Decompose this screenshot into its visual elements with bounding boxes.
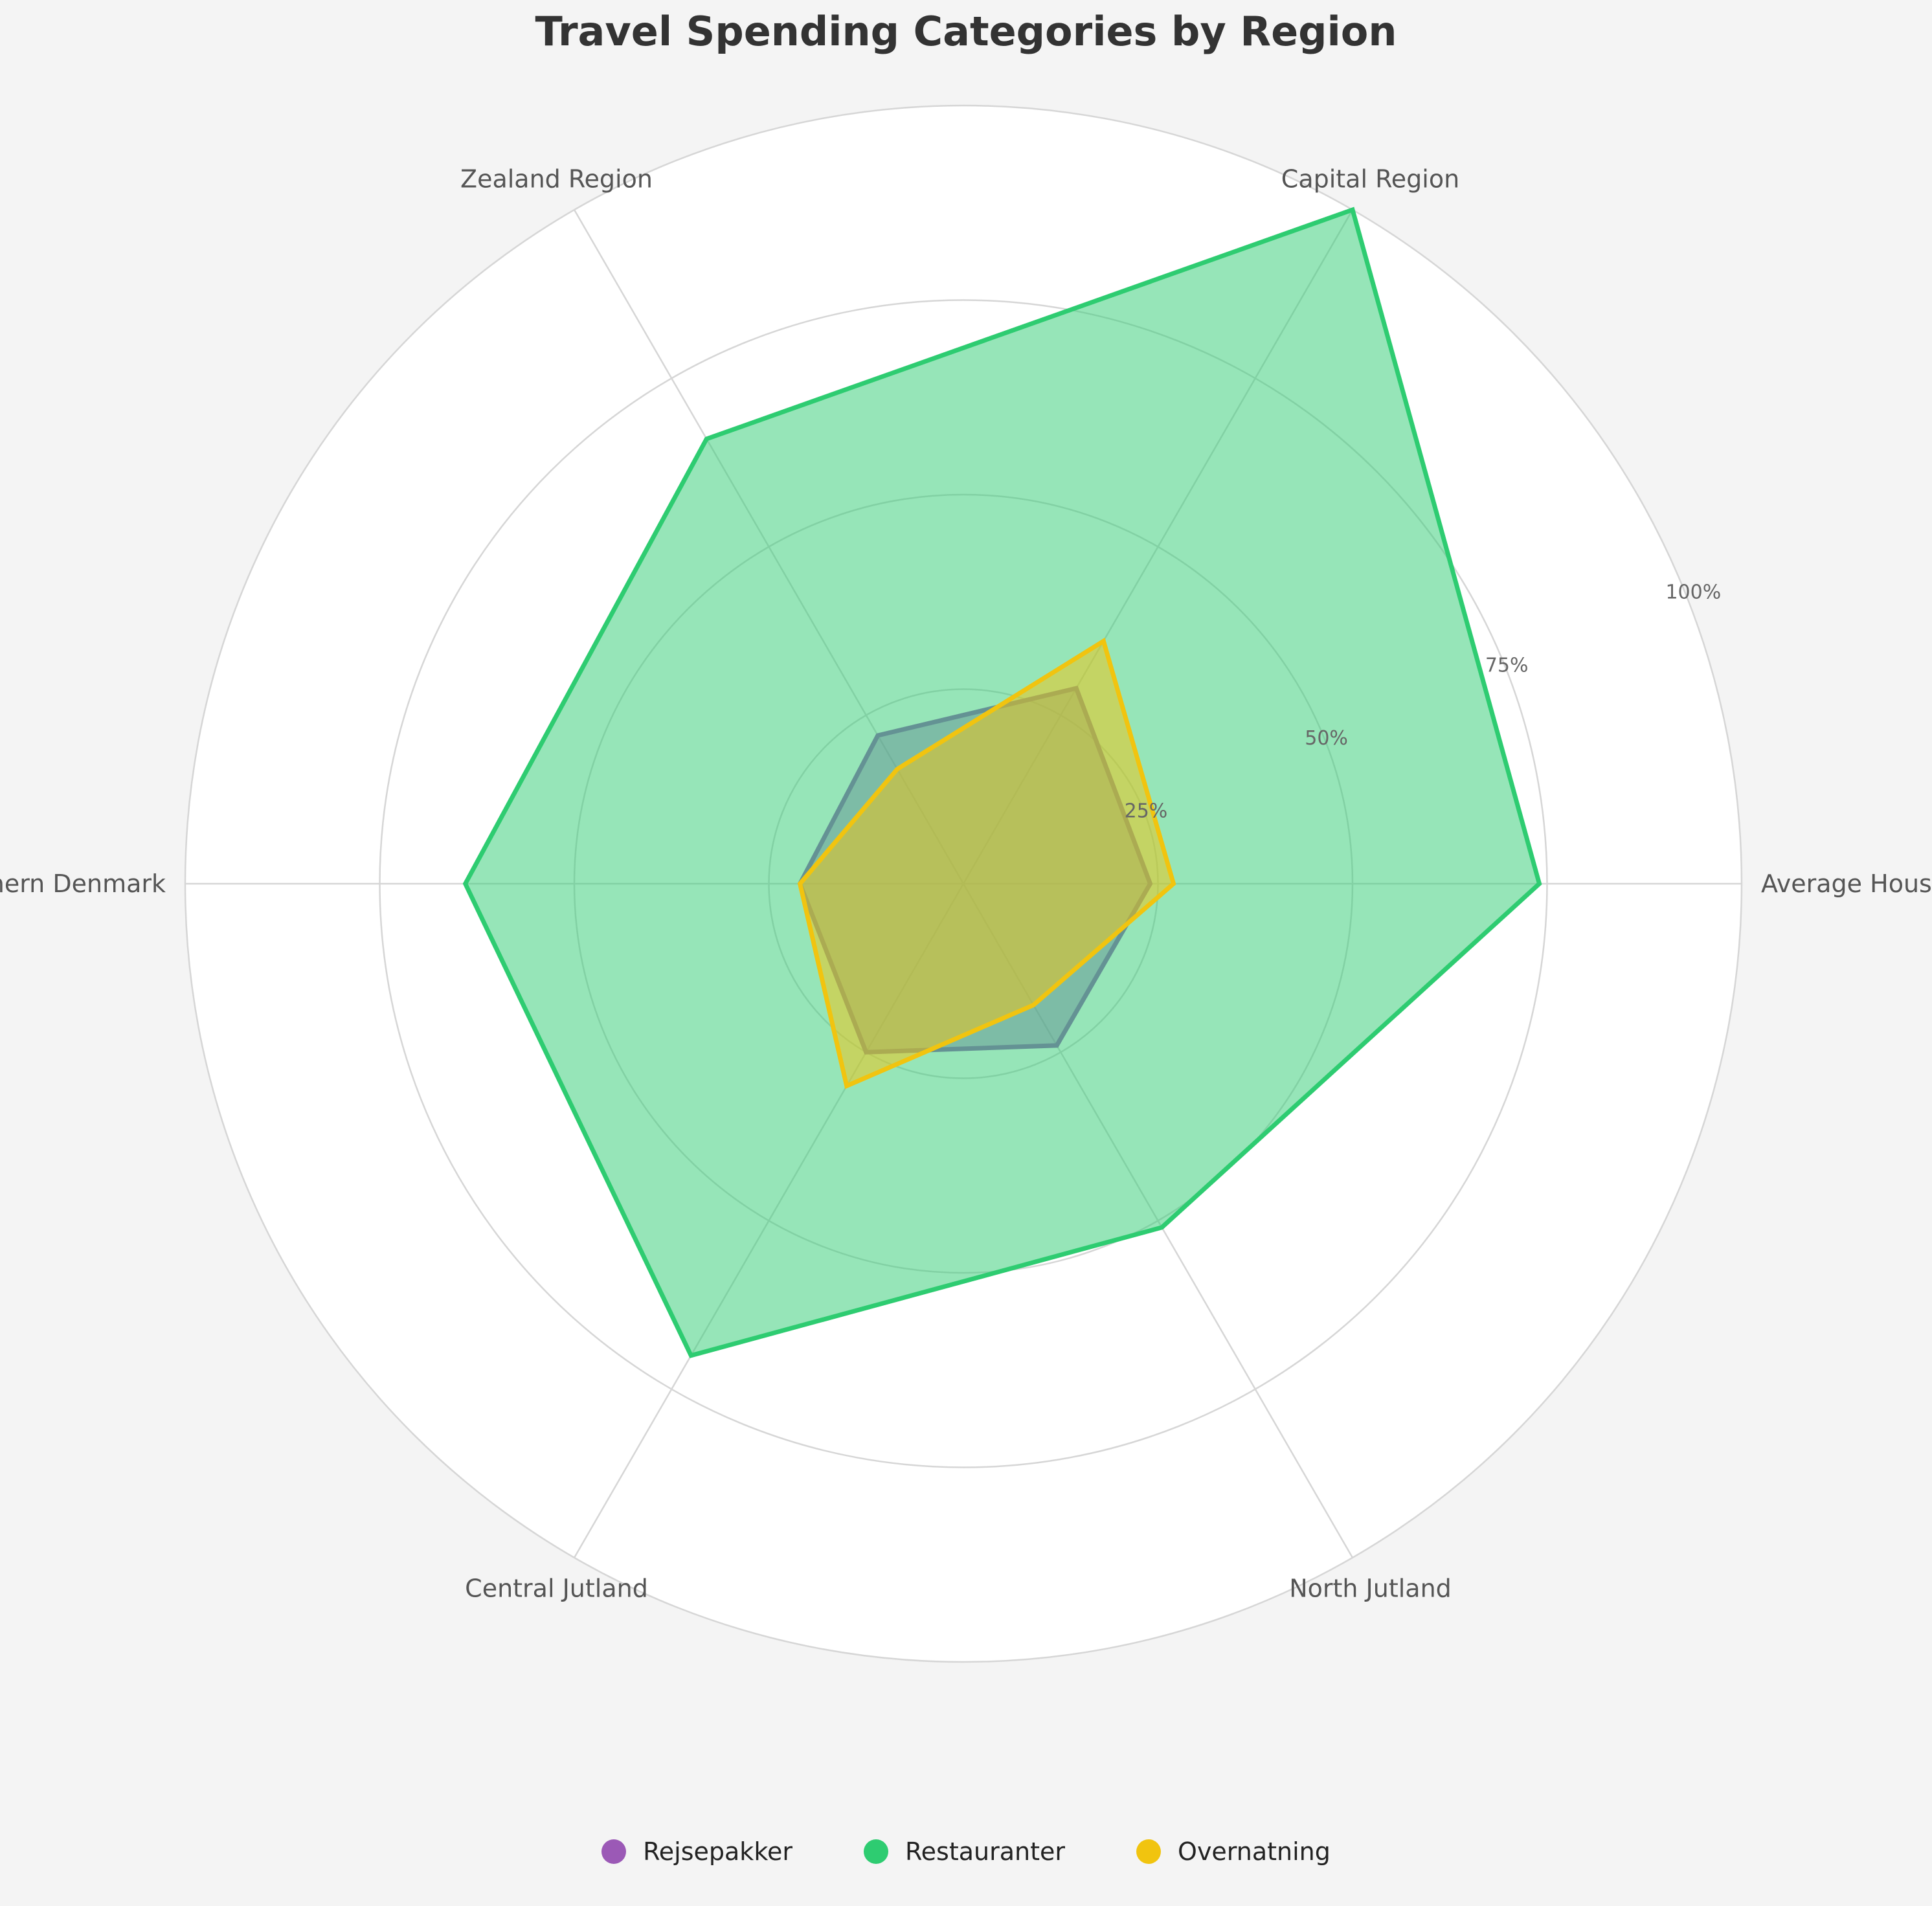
legend-item: Overnatning <box>1136 1837 1331 1866</box>
series-layer <box>462 207 1542 1358</box>
category-label: North Jutland <box>1289 1575 1452 1603</box>
legend-label: Overnatning <box>1178 1837 1331 1866</box>
series-line-Overnatning <box>797 637 1176 1090</box>
legend-item: Rejsepakker <box>601 1837 792 1866</box>
axis-labels: 25% 50% 75% 100% Average Household Capital Re… <box>0 164 1932 1602</box>
legend-label: Rejsepakker <box>643 1837 792 1866</box>
legend-marker <box>1136 1839 1162 1864</box>
category-label: Zealand Region <box>460 164 653 193</box>
chart-title: Travel Spending Categories by Region <box>535 8 1397 55</box>
radial-tick-label: 50% <box>1305 727 1348 750</box>
radial-tick-label: 75% <box>1485 654 1529 677</box>
series-area-Overnatning <box>800 641 1174 1086</box>
legend: Rejsepakker Restauranter Overnatning <box>0 1837 1932 1866</box>
category-label: Central Jutland <box>465 1575 648 1603</box>
legend-item: Restauranter <box>863 1837 1066 1866</box>
legend-label: Restauranter <box>904 1837 1066 1866</box>
category-label: Average Household <box>1761 869 1932 898</box>
radial-tick-label: 100% <box>1665 581 1721 604</box>
radial-tick-label: 25% <box>1125 800 1168 822</box>
category-label: Southern Denmark <box>0 869 166 898</box>
legend-marker <box>863 1839 888 1864</box>
series-line-Restauranter <box>462 207 1542 1358</box>
category-label: Capital Region <box>1281 164 1459 193</box>
legend-marker <box>601 1839 627 1864</box>
